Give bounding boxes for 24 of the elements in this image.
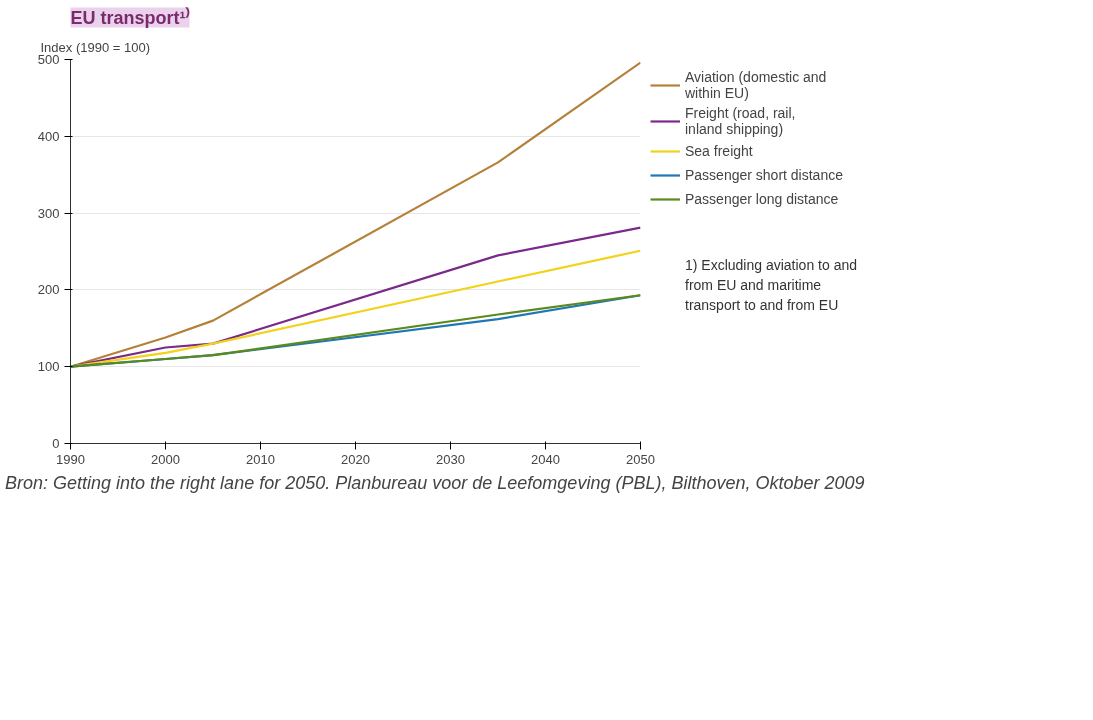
legend-label: Aviation (domestic and within EU)	[685, 69, 827, 101]
line-series	[70, 249, 641, 368]
x-tick-label: 2050	[626, 451, 655, 467]
legend-label: Sea freight	[685, 143, 753, 159]
y-tick-label: 400	[37, 128, 60, 144]
chart-title: EU transport¹⁾	[70, 6, 190, 28]
y-axis-title: Index (1990 = 100)	[40, 39, 150, 55]
x-tick-label: 2000	[151, 451, 180, 467]
text: Bron: Getting into the right lane for 2050. Planbureau voor de Leefomgeving (PBL), Bilthoven, Oktober 2009	[5, 472, 865, 495]
line-series	[70, 294, 641, 368]
y-tick-label: 0	[52, 436, 60, 451]
x-tick-label: 2020	[341, 451, 370, 467]
x-tick-label: 2040	[531, 451, 560, 467]
legend-label: Passenger short distance	[685, 167, 843, 183]
text: 1) Excluding aviation to and from EU and maritime transport to and from EU	[685, 256, 857, 315]
y-tick-label: 500	[37, 52, 60, 67]
x-tick-label: 2030	[436, 451, 465, 467]
y-tick-label: 300	[37, 205, 60, 221]
x-tick-label: 2010	[246, 451, 275, 467]
y-tick-label: 100	[37, 359, 60, 375]
legend-label: Passenger long distance	[685, 191, 839, 207]
legend-label: Freight (road, rail, inland shipping)	[685, 105, 796, 137]
x-tick-label: 1990	[56, 451, 85, 467]
y-tick-label: 200	[37, 282, 60, 298]
